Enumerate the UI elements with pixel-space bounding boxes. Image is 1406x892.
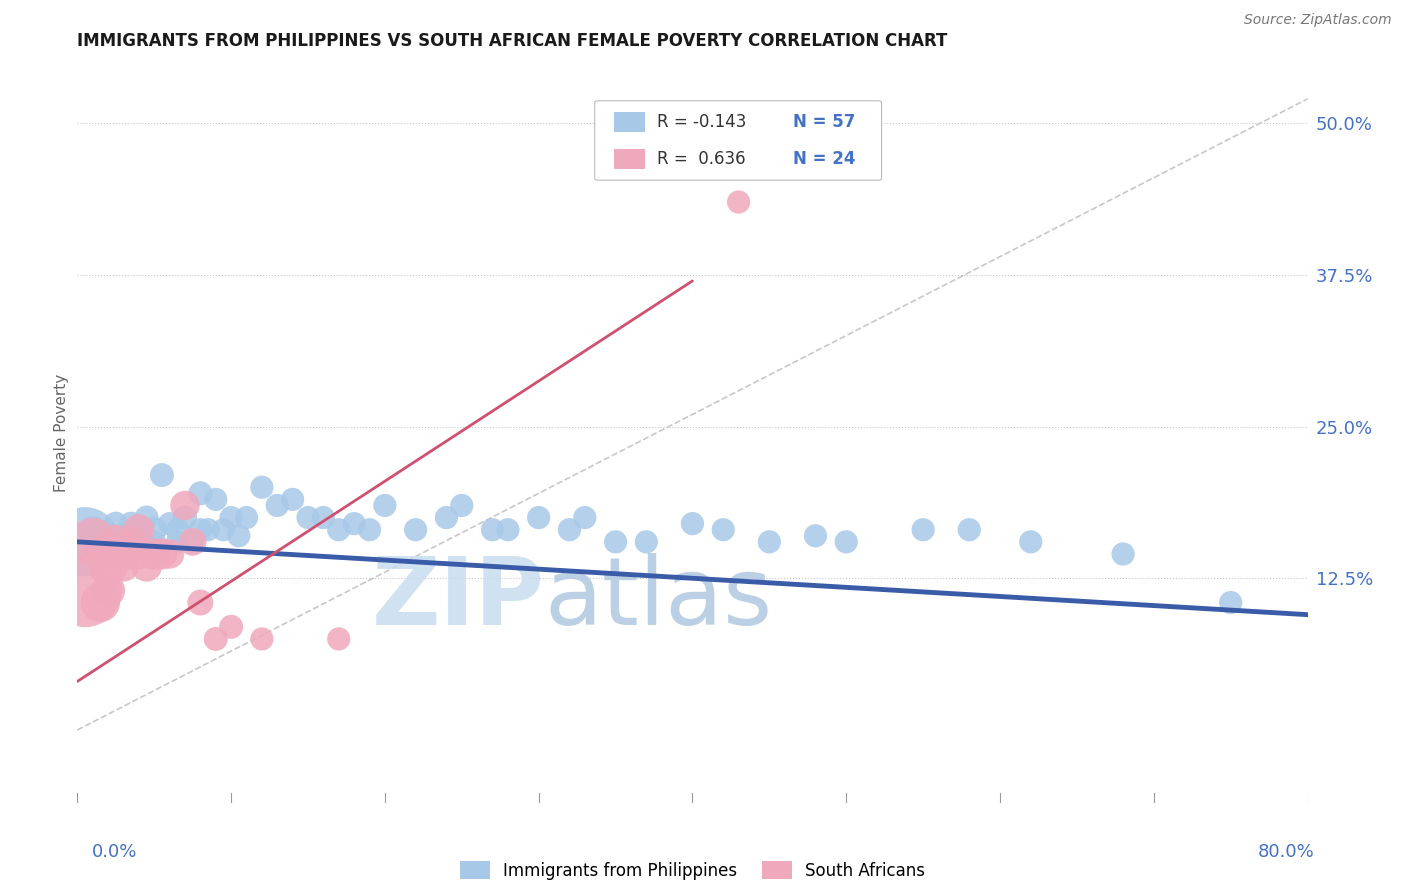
Point bbox=[174, 499, 197, 513]
Point bbox=[1219, 595, 1241, 609]
Point bbox=[143, 534, 166, 549]
Point bbox=[328, 523, 350, 537]
Text: IMMIGRANTS FROM PHILIPPINES VS SOUTH AFRICAN FEMALE POVERTY CORRELATION CHART: IMMIGRANTS FROM PHILIPPINES VS SOUTH AFR… bbox=[77, 32, 948, 50]
Text: 0.0%: 0.0% bbox=[91, 843, 136, 861]
Point bbox=[135, 559, 157, 574]
Point bbox=[73, 534, 96, 549]
Point bbox=[150, 547, 173, 561]
Point bbox=[228, 529, 250, 543]
Point bbox=[150, 468, 173, 483]
Point bbox=[97, 559, 120, 574]
Point bbox=[1019, 534, 1042, 549]
Point bbox=[89, 553, 111, 567]
Point bbox=[112, 534, 135, 549]
Point bbox=[120, 516, 142, 531]
Point bbox=[281, 492, 304, 507]
Point bbox=[527, 510, 550, 524]
Point bbox=[135, 510, 157, 524]
Point bbox=[73, 583, 96, 598]
Point bbox=[727, 194, 749, 209]
Point bbox=[212, 523, 235, 537]
Point bbox=[181, 534, 204, 549]
Point bbox=[112, 547, 135, 561]
Point bbox=[219, 510, 242, 524]
Point bbox=[219, 620, 242, 634]
Point bbox=[188, 595, 212, 609]
Point bbox=[204, 632, 226, 646]
Text: N = 24: N = 24 bbox=[793, 150, 855, 168]
Point bbox=[112, 559, 135, 574]
Point bbox=[250, 480, 273, 494]
Point bbox=[197, 523, 219, 537]
Text: ZIP: ZIP bbox=[373, 553, 546, 645]
Point bbox=[481, 523, 503, 537]
Text: atlas: atlas bbox=[546, 553, 773, 645]
Point bbox=[204, 492, 226, 507]
Point bbox=[82, 523, 104, 537]
Point bbox=[682, 516, 704, 531]
Point bbox=[312, 510, 335, 524]
Point bbox=[957, 523, 980, 537]
Point bbox=[250, 632, 273, 646]
Point bbox=[711, 523, 734, 537]
Point bbox=[297, 510, 319, 524]
Point bbox=[128, 547, 150, 561]
Legend: Immigrants from Philippines, South Africans: Immigrants from Philippines, South Afric… bbox=[460, 862, 925, 880]
Point bbox=[912, 523, 935, 537]
Point bbox=[97, 529, 120, 543]
Text: 80.0%: 80.0% bbox=[1258, 843, 1315, 861]
Point bbox=[1112, 547, 1135, 561]
Point bbox=[89, 547, 111, 561]
Point bbox=[166, 523, 188, 537]
Text: R =  0.636: R = 0.636 bbox=[657, 150, 745, 168]
Point bbox=[374, 499, 396, 513]
Point bbox=[143, 523, 166, 537]
Point bbox=[343, 516, 366, 531]
Point bbox=[166, 534, 188, 549]
Point bbox=[104, 516, 127, 531]
Text: N = 57: N = 57 bbox=[793, 113, 855, 131]
Point bbox=[128, 534, 150, 549]
Point bbox=[235, 510, 257, 524]
Text: R = -0.143: R = -0.143 bbox=[657, 113, 747, 131]
Point bbox=[450, 499, 472, 513]
Point bbox=[128, 523, 150, 537]
Text: Source: ZipAtlas.com: Source: ZipAtlas.com bbox=[1244, 13, 1392, 28]
Point bbox=[174, 510, 197, 524]
Point bbox=[496, 523, 519, 537]
Point bbox=[605, 534, 627, 549]
Point bbox=[266, 499, 288, 513]
Y-axis label: Female Poverty: Female Poverty bbox=[53, 374, 69, 491]
Point bbox=[104, 534, 127, 549]
Point bbox=[128, 523, 150, 537]
Point bbox=[636, 534, 658, 549]
Point bbox=[558, 523, 581, 537]
Point bbox=[143, 547, 166, 561]
Point bbox=[835, 534, 858, 549]
Point bbox=[97, 547, 120, 561]
Point bbox=[82, 534, 104, 549]
Point bbox=[89, 595, 111, 609]
Point bbox=[159, 516, 181, 531]
Point bbox=[188, 486, 212, 500]
Point bbox=[181, 534, 204, 549]
Point bbox=[804, 529, 827, 543]
Point bbox=[188, 523, 212, 537]
Point bbox=[120, 534, 142, 549]
Point bbox=[159, 547, 181, 561]
Point bbox=[574, 510, 596, 524]
Point bbox=[97, 583, 120, 598]
Point bbox=[112, 529, 135, 543]
Point bbox=[436, 510, 458, 524]
Point bbox=[758, 534, 780, 549]
Point bbox=[405, 523, 427, 537]
Point bbox=[359, 523, 381, 537]
Point bbox=[328, 632, 350, 646]
